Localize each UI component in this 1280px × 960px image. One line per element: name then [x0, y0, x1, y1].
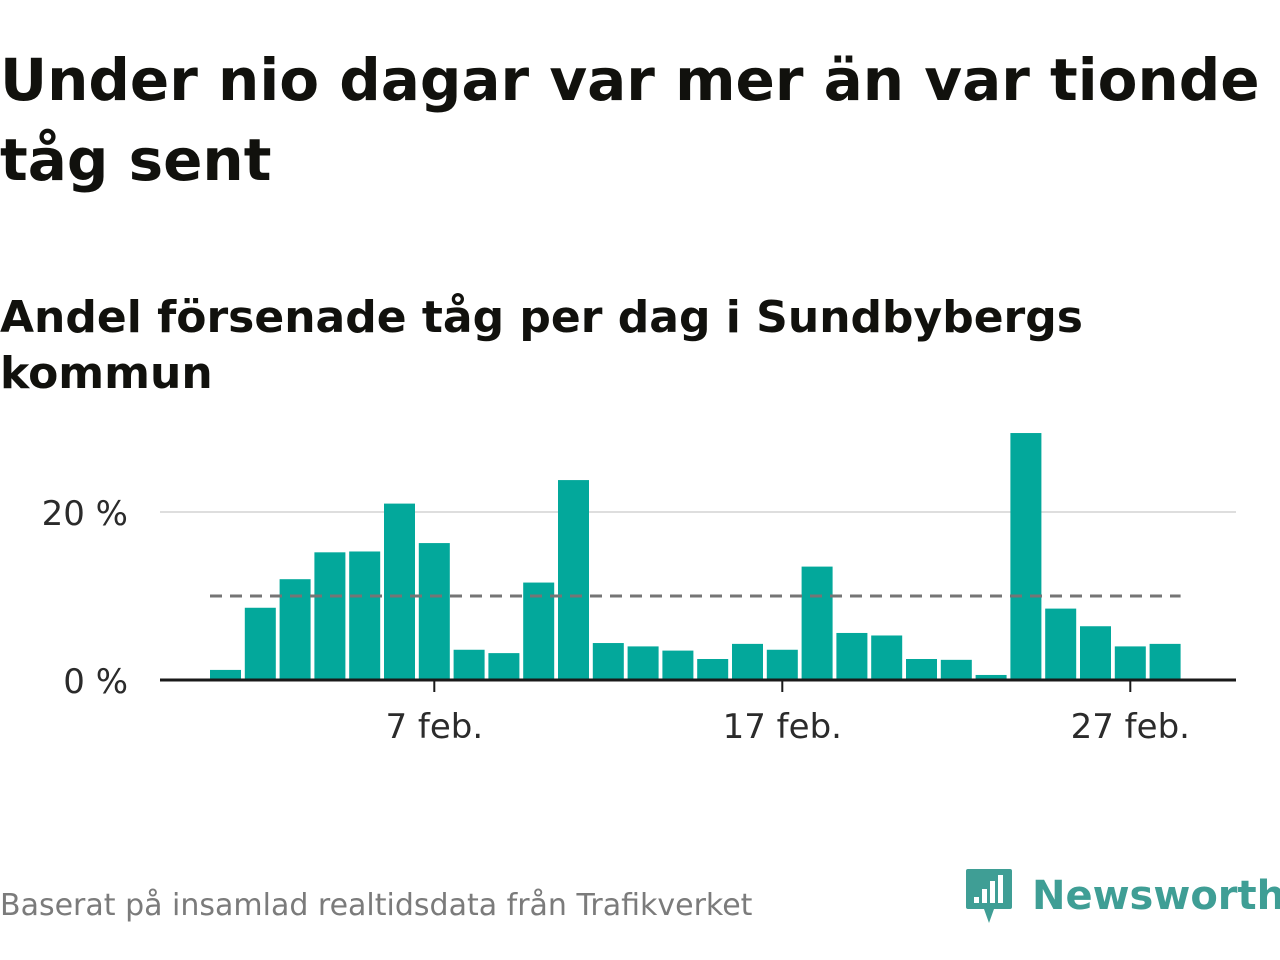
bar: [384, 503, 415, 680]
bar: [836, 632, 868, 680]
bar: [523, 582, 555, 680]
newsworthy-logo-icon: [966, 869, 1012, 923]
bar: [766, 649, 798, 680]
bar: [314, 552, 346, 680]
x-tick-label: 27 feb.: [1071, 707, 1190, 747]
bar: [244, 607, 276, 680]
bar: [1149, 643, 1181, 680]
bar: [418, 543, 450, 680]
bar: [279, 579, 311, 680]
y-tick-label: 20 %: [42, 494, 128, 534]
bar: [871, 635, 903, 680]
x-tick-label: 17 feb.: [723, 707, 842, 747]
chart-title: Under nio dagar var mer än var tionde tå…: [0, 46, 1260, 194]
bar: [975, 674, 1007, 680]
bar: [801, 566, 833, 680]
brand-name: Newsworthy: [1032, 873, 1280, 919]
source-note: Baserat på insamlad realtidsdata från Tr…: [0, 888, 753, 923]
axes: [160, 678, 1236, 692]
bar: [906, 659, 937, 680]
bar: [1045, 608, 1077, 680]
bars: [210, 433, 1181, 680]
bar: [592, 643, 624, 680]
bar: [662, 650, 694, 680]
bar: [627, 646, 659, 680]
bar: [697, 659, 729, 680]
tick-labels: 0 % 20 % 7 feb. 17 feb. 27 feb.: [42, 494, 1190, 747]
bar: [940, 659, 972, 680]
x-tick-label: 7 feb.: [385, 707, 483, 747]
bar: [558, 480, 589, 680]
bar: [1010, 433, 1042, 680]
bar: [349, 551, 381, 680]
bar: [1114, 646, 1146, 680]
brand-logo: Newsworthy: [964, 864, 1280, 928]
y-tick-label: 0 %: [63, 662, 128, 702]
bar-chart: 0 % 20 % 7 feb. 17 feb. 27 feb.: [42, 433, 1236, 747]
bar: [732, 643, 763, 680]
bar: [210, 669, 241, 680]
bar: [488, 653, 520, 680]
bar: [1080, 626, 1111, 680]
bar: [453, 649, 485, 680]
chart-subtitle: Andel försenade tåg per dag i Sundbyberg…: [0, 292, 1083, 399]
